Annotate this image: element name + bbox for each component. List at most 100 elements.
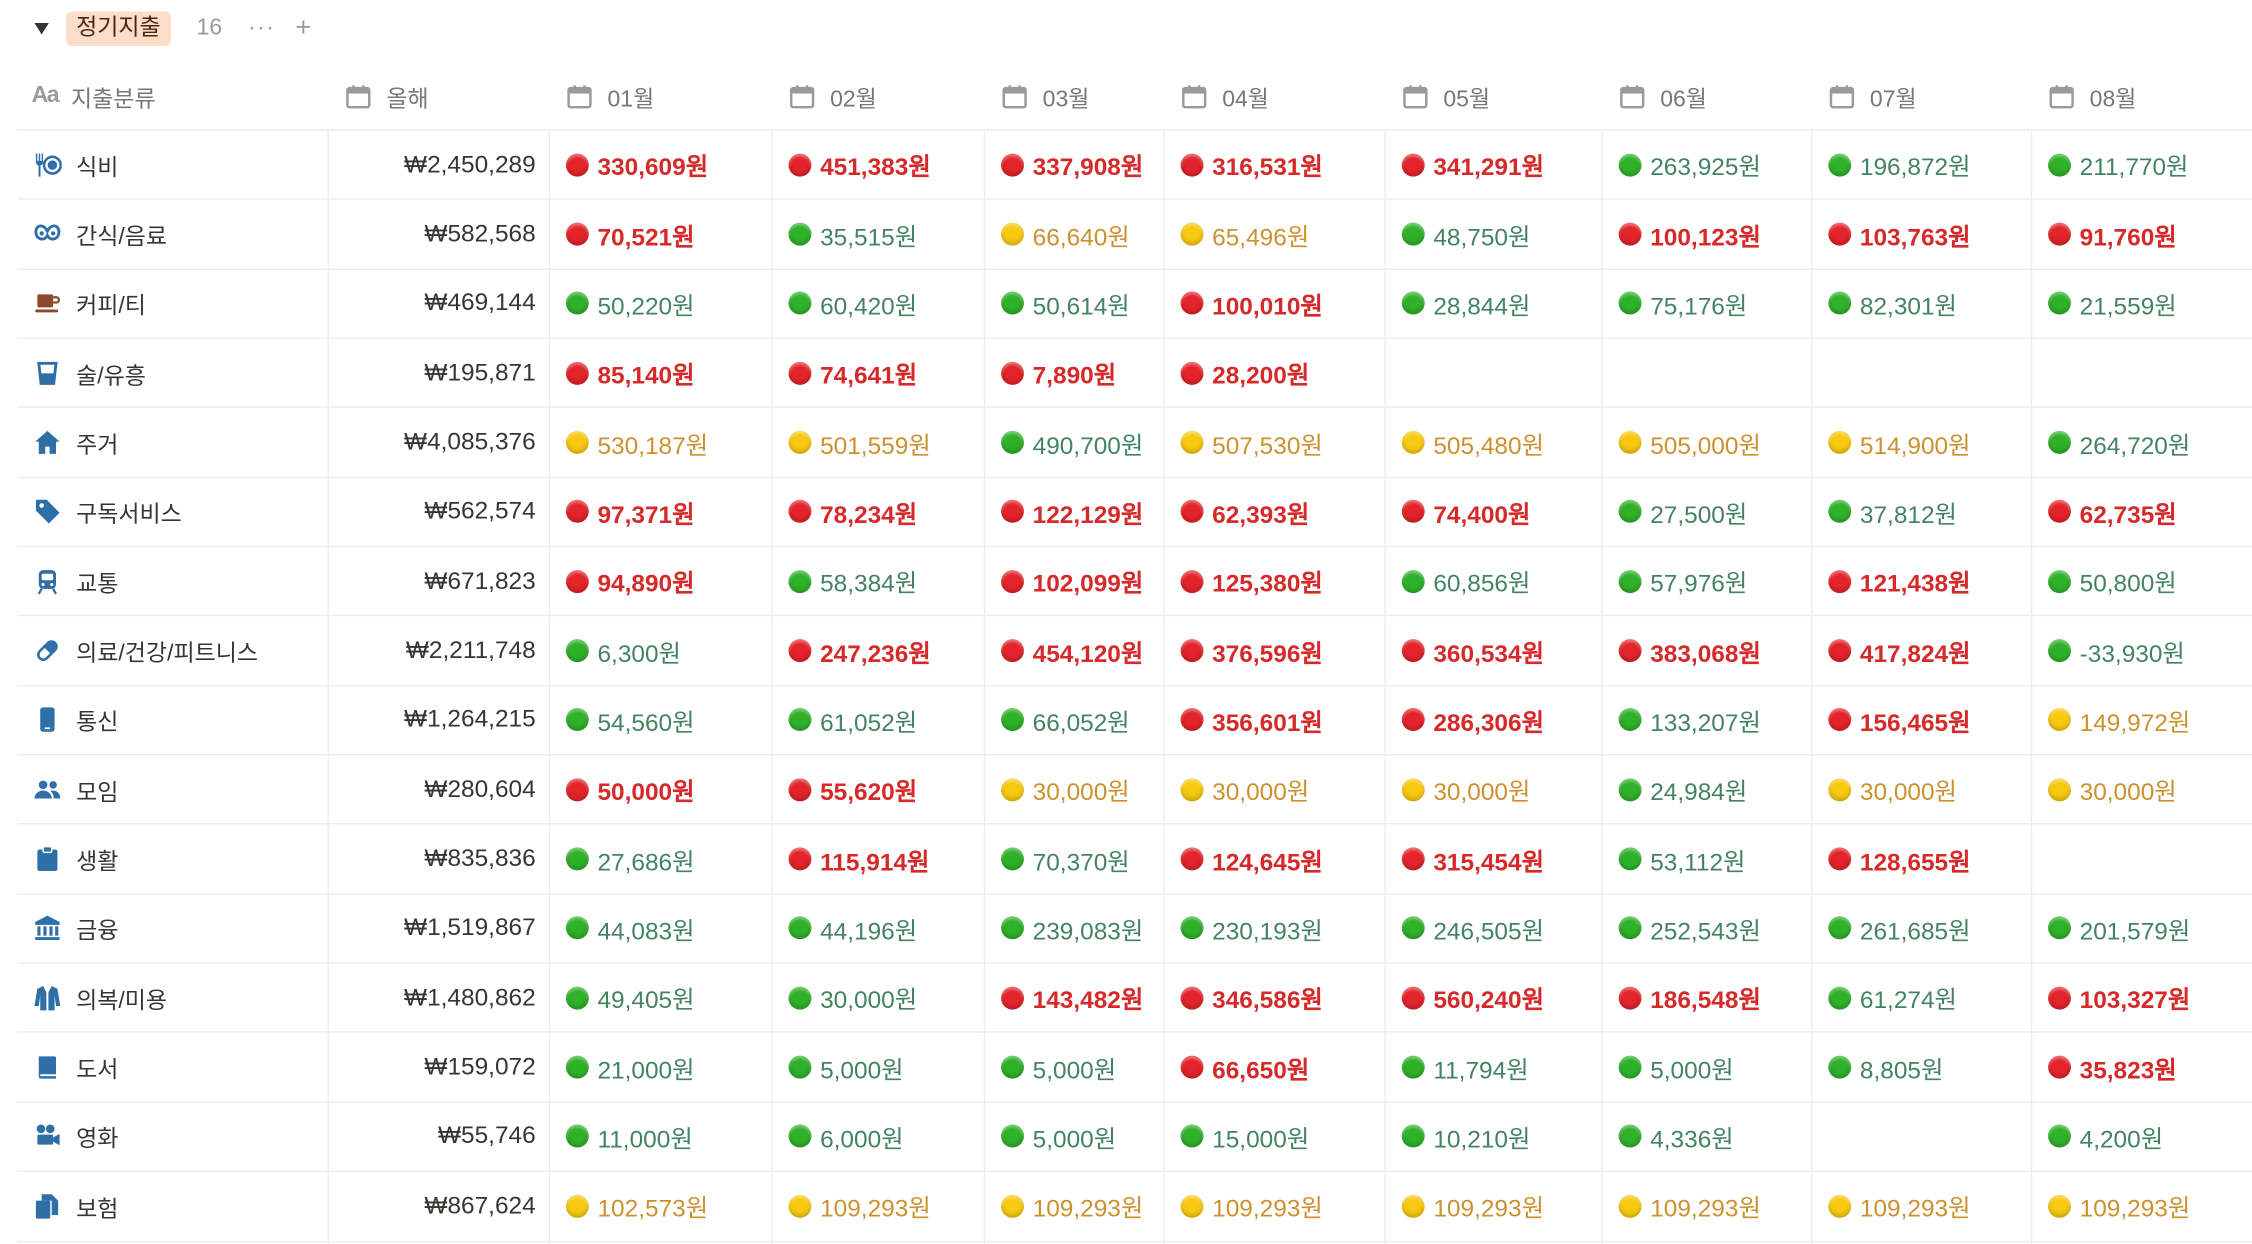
month-cell[interactable]: 66,052원 — [1001, 686, 1130, 754]
month-cell[interactable]: 530,187원 — [565, 408, 708, 476]
month-cell[interactable]: 50,220원 — [565, 270, 695, 338]
month-cell[interactable]: 11,000원 — [565, 1103, 693, 1171]
month-cell[interactable]: 124,645원 — [1180, 825, 1323, 893]
month-cell[interactable]: 50,614원 — [1001, 270, 1130, 338]
month-cell[interactable]: 28,844원 — [1401, 270, 1530, 338]
month-cell[interactable]: 186,548원 — [1618, 964, 1761, 1032]
month-cell[interactable]: 109,293원 — [1180, 1172, 1323, 1240]
month-cell[interactable]: 149,972원 — [2048, 686, 2190, 754]
month-cell[interactable]: -33,930원 — [2048, 617, 2185, 685]
month-cell[interactable]: 5,000원 — [788, 1033, 904, 1101]
month-cell[interactable]: 490,700원 — [1001, 408, 1143, 476]
month-cell[interactable]: 24,984원 — [1618, 756, 1747, 824]
month-cell[interactable]: 109,293원 — [1001, 1172, 1143, 1240]
row-name-cell[interactable]: 간식/음료 — [32, 200, 167, 268]
month-cell[interactable]: 514,900원 — [1828, 408, 1971, 476]
row-name-cell[interactable]: 식비 — [32, 131, 119, 199]
month-cell[interactable]: 337,908원 — [1001, 131, 1143, 199]
month-cell[interactable]: 35,515원 — [788, 200, 917, 268]
month-cell[interactable]: 30,000원 — [2048, 756, 2177, 824]
month-cell[interactable]: 78,234원 — [788, 478, 917, 546]
month-cell[interactable]: 44,196원 — [788, 894, 917, 962]
year-total-cell[interactable]: ₩55,746 — [437, 1122, 536, 1150]
month-cell[interactable]: 115,914원 — [788, 825, 929, 893]
month-cell[interactable]: 230,193원 — [1180, 894, 1323, 962]
month-cell[interactable]: 91,760원 — [2048, 200, 2177, 268]
month-cell[interactable]: 21,000원 — [565, 1033, 695, 1101]
month-cell[interactable]: 15,000원 — [1180, 1103, 1309, 1171]
month-cell[interactable]: 44,083원 — [565, 894, 695, 962]
month-cell[interactable]: 109,293원 — [1828, 1172, 1971, 1240]
month-cell[interactable]: 507,530원 — [1180, 408, 1323, 476]
column-header-month[interactable]: 04월 — [1181, 63, 1269, 129]
month-cell[interactable]: 100,123원 — [1618, 200, 1761, 268]
row-name-cell[interactable]: 의복/미용 — [32, 964, 167, 1032]
month-cell[interactable]: 6,300원 — [565, 617, 681, 685]
table-row[interactable]: 영화 ₩55,746 11,000원 6,000원 5,000원 15,000원 10,21… — [17, 1103, 2252, 1173]
month-cell[interactable]: 60,420원 — [788, 270, 917, 338]
year-total-cell[interactable]: ₩469,144 — [424, 289, 536, 317]
year-total-cell[interactable]: ₩2,211,748 — [405, 636, 536, 664]
month-cell[interactable]: 30,000원 — [1401, 756, 1530, 824]
row-name-cell[interactable]: 커피/티 — [32, 270, 146, 338]
year-total-cell[interactable]: ₩1,519,867 — [404, 914, 536, 942]
month-cell[interactable]: 239,083원 — [1001, 894, 1143, 962]
month-cell[interactable]: 125,380원 — [1180, 547, 1323, 615]
month-cell[interactable]: 252,543원 — [1618, 894, 1761, 962]
month-cell[interactable]: 356,601원 — [1180, 686, 1323, 754]
table-row[interactable]: 간식/음료 ₩582,568 70,521원 35,515원 66,640원 65,496… — [17, 200, 2252, 270]
column-header-month[interactable]: 08월 — [2048, 63, 2136, 129]
table-row[interactable]: 모임 ₩280,604 50,000원 55,620원 30,000원 30,000원 30… — [17, 756, 2252, 826]
month-cell[interactable]: 346,586원 — [1180, 964, 1323, 1032]
month-cell[interactable]: 109,293원 — [788, 1172, 931, 1240]
month-cell[interactable]: 66,640원 — [1001, 200, 1130, 268]
column-header-month[interactable]: 03월 — [1001, 63, 1089, 129]
month-cell[interactable]: 122,129원 — [1001, 478, 1143, 546]
month-cell[interactable]: 61,274원 — [1828, 964, 1957, 1032]
month-cell[interactable]: 263,925원 — [1618, 131, 1761, 199]
year-total-cell[interactable]: ₩1,264,215 — [404, 705, 536, 734]
month-cell[interactable]: 74,400원 — [1401, 478, 1530, 546]
year-total-cell[interactable]: ₩195,871 — [424, 358, 536, 386]
month-cell[interactable]: 60,856원 — [1401, 547, 1530, 615]
month-cell[interactable]: 501,559원 — [788, 408, 931, 476]
row-name-cell[interactable]: 금융 — [32, 894, 119, 962]
month-cell[interactable]: 505,000원 — [1618, 408, 1761, 476]
month-cell[interactable]: 10,210원 — [1401, 1103, 1530, 1171]
month-cell[interactable]: 505,480원 — [1401, 408, 1544, 476]
table-row[interactable]: 구독서비스 ₩562,574 97,371원 78,234원 122,129원 62,39… — [17, 478, 2252, 548]
month-cell[interactable]: 100,010원 — [1180, 270, 1323, 338]
month-cell[interactable]: 109,293원 — [2048, 1172, 2190, 1240]
month-cell[interactable]: 103,763원 — [1828, 200, 1971, 268]
month-cell[interactable]: 58,384원 — [788, 547, 917, 615]
table-row[interactable]: 생활 ₩835,836 27,686원 115,914원 70,370원 124,645원… — [17, 825, 2252, 895]
month-cell[interactable]: 560,240원 — [1401, 964, 1544, 1032]
table-row[interactable]: 도서 ₩159,072 21,000원 5,000원 5,000원 66,650원 11,7… — [17, 1033, 2252, 1103]
month-cell[interactable]: 30,000원 — [788, 964, 917, 1032]
month-cell[interactable]: 109,293원 — [1618, 1172, 1761, 1240]
row-name-cell[interactable]: 주거 — [32, 408, 119, 476]
month-cell[interactable]: 5,000원 — [1001, 1033, 1116, 1101]
month-cell[interactable]: 70,521원 — [565, 200, 695, 268]
month-cell[interactable]: 30,000원 — [1180, 756, 1309, 824]
month-cell[interactable]: 50,800원 — [2048, 547, 2177, 615]
month-cell[interactable]: 341,291원 — [1401, 131, 1544, 199]
month-cell[interactable]: 4,200원 — [2048, 1103, 2163, 1171]
year-total-cell[interactable]: ₩582,568 — [424, 219, 536, 248]
table-row[interactable]: 금융 ₩1,519,867 44,083원 44,196원 239,083원 230,19… — [17, 894, 2252, 964]
month-cell[interactable]: 35,823원 — [2048, 1033, 2177, 1101]
month-cell[interactable]: 201,579원 — [2048, 894, 2190, 962]
month-cell[interactable]: 82,301원 — [1828, 270, 1957, 338]
table-row[interactable]: 의복/미용 ₩1,480,862 49,405원 30,000원 143,482원 346… — [17, 964, 2252, 1034]
year-total-cell[interactable]: ₩835,836 — [424, 844, 536, 872]
table-row[interactable]: 주거 ₩4,085,376 530,187원 501,559원 490,700원 507,… — [17, 408, 2252, 478]
row-name-cell[interactable]: 술/유흥 — [32, 339, 146, 407]
column-header-month[interactable]: 05월 — [1402, 63, 1490, 129]
month-cell[interactable]: 330,609원 — [565, 131, 708, 199]
month-cell[interactable]: 11,794원 — [1401, 1033, 1529, 1101]
month-cell[interactable]: 383,068원 — [1618, 617, 1761, 685]
month-cell[interactable]: 27,500원 — [1618, 478, 1747, 546]
month-cell[interactable]: 66,650원 — [1180, 1033, 1309, 1101]
month-cell[interactable]: 196,872원 — [1828, 131, 1971, 199]
month-cell[interactable]: 286,306원 — [1401, 686, 1544, 754]
